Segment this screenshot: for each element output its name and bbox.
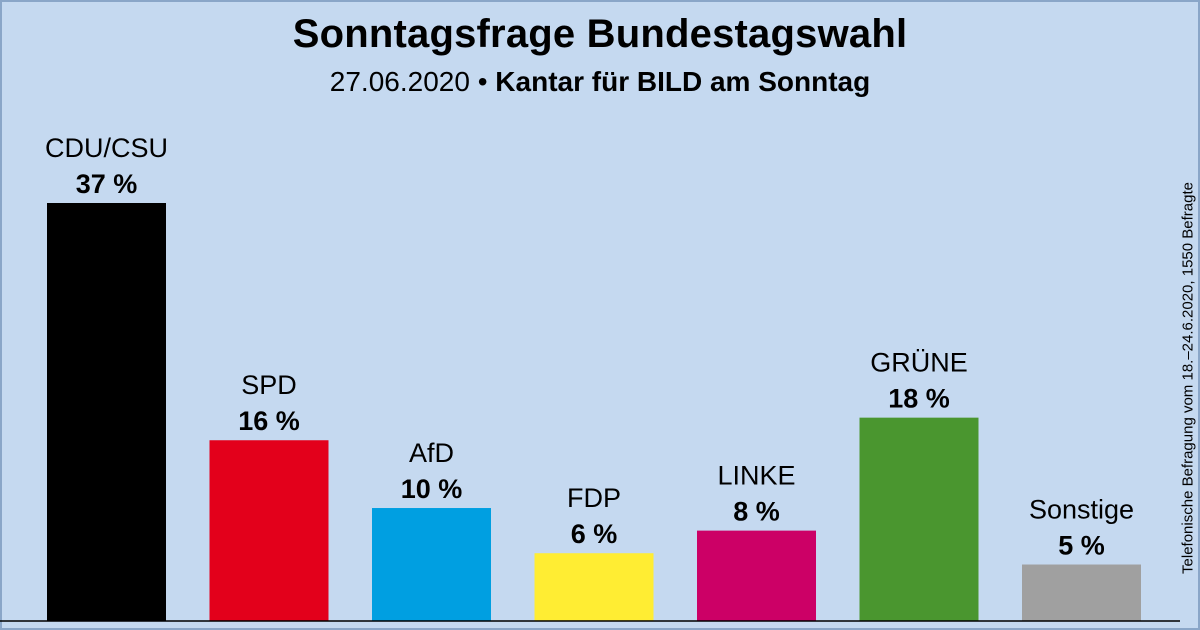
- bars-group: [47, 203, 1141, 621]
- category-label-gruene: GRÜNE: [870, 348, 968, 378]
- value-label-afd: 10 %: [401, 474, 463, 504]
- chart-subtitle: 27.06.2020 • Kantar für BILD am Sonntag: [0, 66, 1200, 98]
- bar-gruene: [859, 417, 979, 621]
- chart-title: Sonntagsfrage Bundestagswahl: [292, 12, 908, 56]
- value-label-cdu-csu: 37 %: [76, 169, 138, 199]
- bar-cdu-csu: [47, 203, 166, 621]
- category-label-spd: SPD: [241, 370, 297, 400]
- value-label-gruene: 18 %: [888, 384, 950, 414]
- bar-afd: [372, 508, 491, 621]
- bar-fdp: [534, 553, 654, 621]
- labels-group: CDU/CSU 37 % SPD 16 % AfD 10 % FDP 6 % LINKE 8 % G…: [45, 133, 1134, 561]
- value-label-linke: 8 %: [733, 497, 780, 527]
- bar-sonstige: [1022, 564, 1141, 621]
- category-label-cdu-csu: CDU/CSU: [45, 133, 168, 163]
- category-label-sonstige: Sonstige: [1029, 495, 1134, 525]
- subtitle-separator: •: [477, 66, 488, 97]
- survey-source: Kantar für BILD am Sonntag: [495, 66, 871, 97]
- category-label-afd: AfD: [409, 438, 454, 468]
- value-label-sonstige: 5 %: [1058, 531, 1105, 561]
- bar-spd: [209, 440, 329, 621]
- category-label-fdp: FDP: [567, 483, 621, 513]
- survey-date: 27.06.2020: [329, 66, 470, 97]
- value-label-fdp: 6 %: [571, 519, 618, 549]
- category-label-linke: LINKE: [717, 461, 795, 491]
- bar-linke: [697, 530, 816, 621]
- value-label-spd: 16 %: [238, 406, 300, 436]
